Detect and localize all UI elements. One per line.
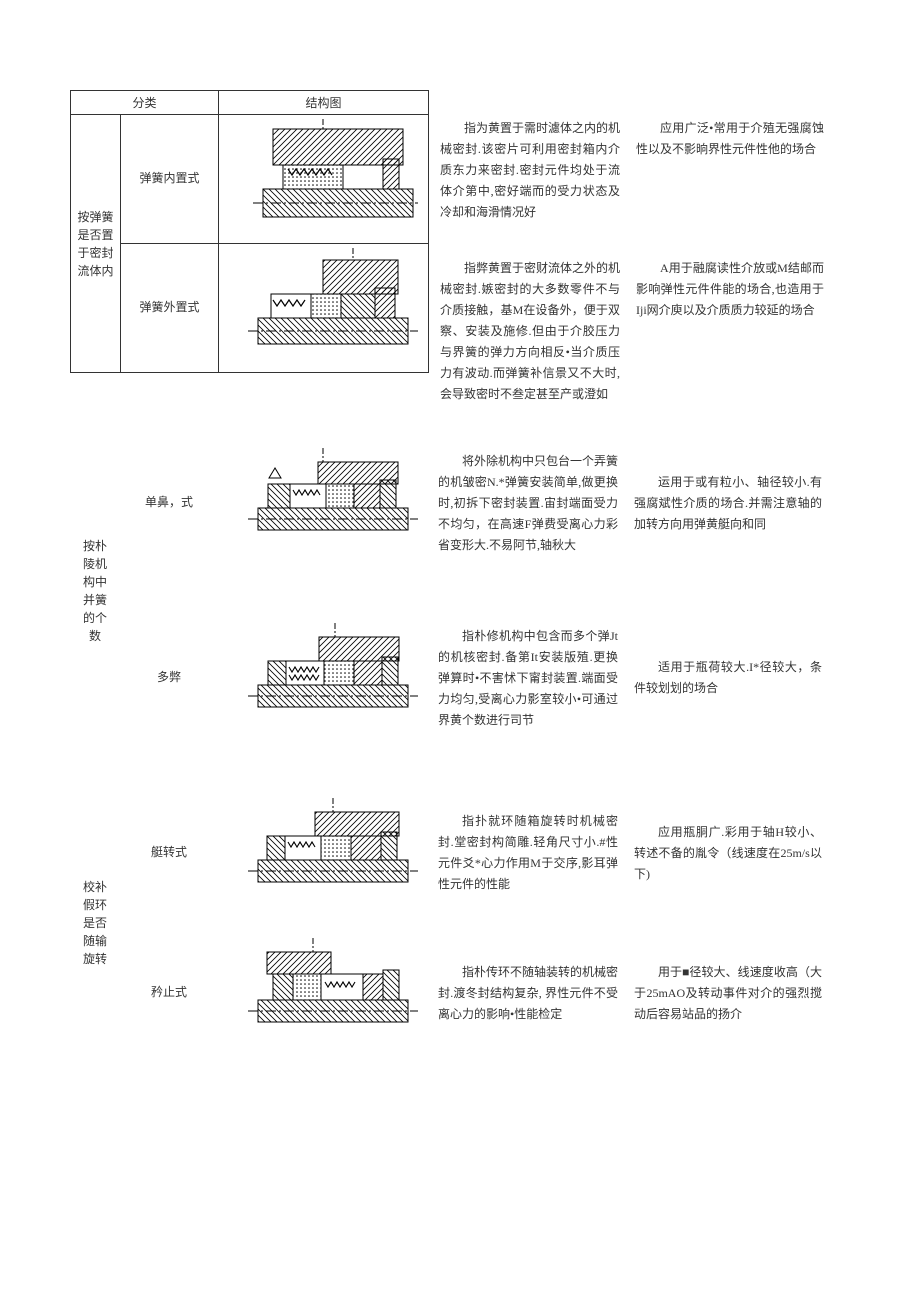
group-2-row-0-desc: 指扑就环随箱旋转时机械密封.堂密封构简雕.轻角尺寸小.#性元件爻*心力作用M于交… <box>428 811 628 895</box>
group-0-row-1-sublabel: 弹簧外置式 <box>121 244 219 373</box>
header-structure: 结构图 <box>219 91 429 115</box>
group-2-row-1-sublabel: 矜止式 <box>120 983 218 1002</box>
diagram-4 <box>223 798 423 908</box>
diagram-2-cell <box>218 443 428 563</box>
header-category: 分类 <box>71 91 219 115</box>
group-1-row-0-usage: 运用于或有粒小、轴径较小.有强腐斌性介质的场合.并需注意轴的加转方向用弹黄艇向和… <box>628 472 828 535</box>
group-0-row-0-sublabel: 弹簧内置式 <box>121 115 219 244</box>
diagram-0 <box>223 119 423 239</box>
group-1-row-1-sublabel: 多弊 <box>120 668 218 687</box>
group-2-row-0-usage: 应用瓶胴广.彩用于轴H较小、转述不备的胤令（线速度在25m/s以下) <box>628 822 828 885</box>
group-2-label: 校补假环是否随输旋转 <box>70 878 120 968</box>
group-1-label: 按朴陵机构中并簧的个数 <box>70 537 120 645</box>
group-1-row-1-usage: 适用于瓶荷较大.I*径较大，条件较划划的场合 <box>628 657 828 699</box>
group-1: 按朴陵机构中并簧的个数 单鼻，式 将外除机构中只 <box>70 443 850 738</box>
diagram-1 <box>223 248 423 368</box>
classification-table-head: 分类 结构图 按弹簧是否置于密封流体内 弹簧内置式 <box>70 90 429 373</box>
diagram-5 <box>223 938 423 1048</box>
diagram-0-cell <box>219 115 429 244</box>
group-2-row-1-usage: 用于■径较大、线速度收高（大于25mAO及转动事件对介的强烈搅动后容易站品的扬介 <box>628 962 828 1025</box>
group-2-row-0-sublabel: 艇转式 <box>120 843 218 862</box>
group-0-row-0-usage: 应用广泛•常用于介殖无强腐蚀性以及不影晌界性元件性他的场合 <box>630 118 830 223</box>
group-0-row-0-desc: 指为黄置于需时濾体之内的机械密封.该密片可利用密封箱内介质东力来密封.密封元件均… <box>430 118 630 223</box>
group-1-row-0-sublabel: 单鼻，式 <box>120 493 218 512</box>
group-0-row-1-desc: 指弊黄置于密财流体之外的机械密封.嫉密封的大多数零件不与介质接触，基M在设备外，… <box>430 258 630 405</box>
group-2: 校补假环是否随输旋转 艇转式 指扑就环随箱旋转时机械密封.堂密封构简雕 <box>70 793 850 1053</box>
group-1-row-0-desc: 将外除机构中只包台一个弄簧的机皱密N.*弹簧安装简单,做更换时,初拆下密封装置.… <box>428 451 628 556</box>
diagram-3-cell <box>218 618 428 738</box>
group-2-row-1-desc: 指朴传环不随轴装转的机械密封.渡冬封结构复杂, 界性元件不受离心力的影响•性能检… <box>428 962 628 1025</box>
group-0-label: 按弹簧是否置于密封流体内 <box>71 115 121 373</box>
group-0-row-1-usage: A用于融腐读性介放或M结邮而影响弹性元件件能的场合,也造用于Iji网介庾以及介质… <box>630 258 830 405</box>
diagram-2 <box>223 448 423 558</box>
diagram-3 <box>223 623 423 733</box>
group-1-row-1-desc: 指朴修机构中包含而多个弹Jt的机核密封.备第It安装版殖.更换弹算时•不害怵下甯… <box>428 626 628 731</box>
diagram-4-cell <box>218 793 428 913</box>
diagram-1-cell <box>219 244 429 373</box>
diagram-5-cell <box>218 933 428 1053</box>
